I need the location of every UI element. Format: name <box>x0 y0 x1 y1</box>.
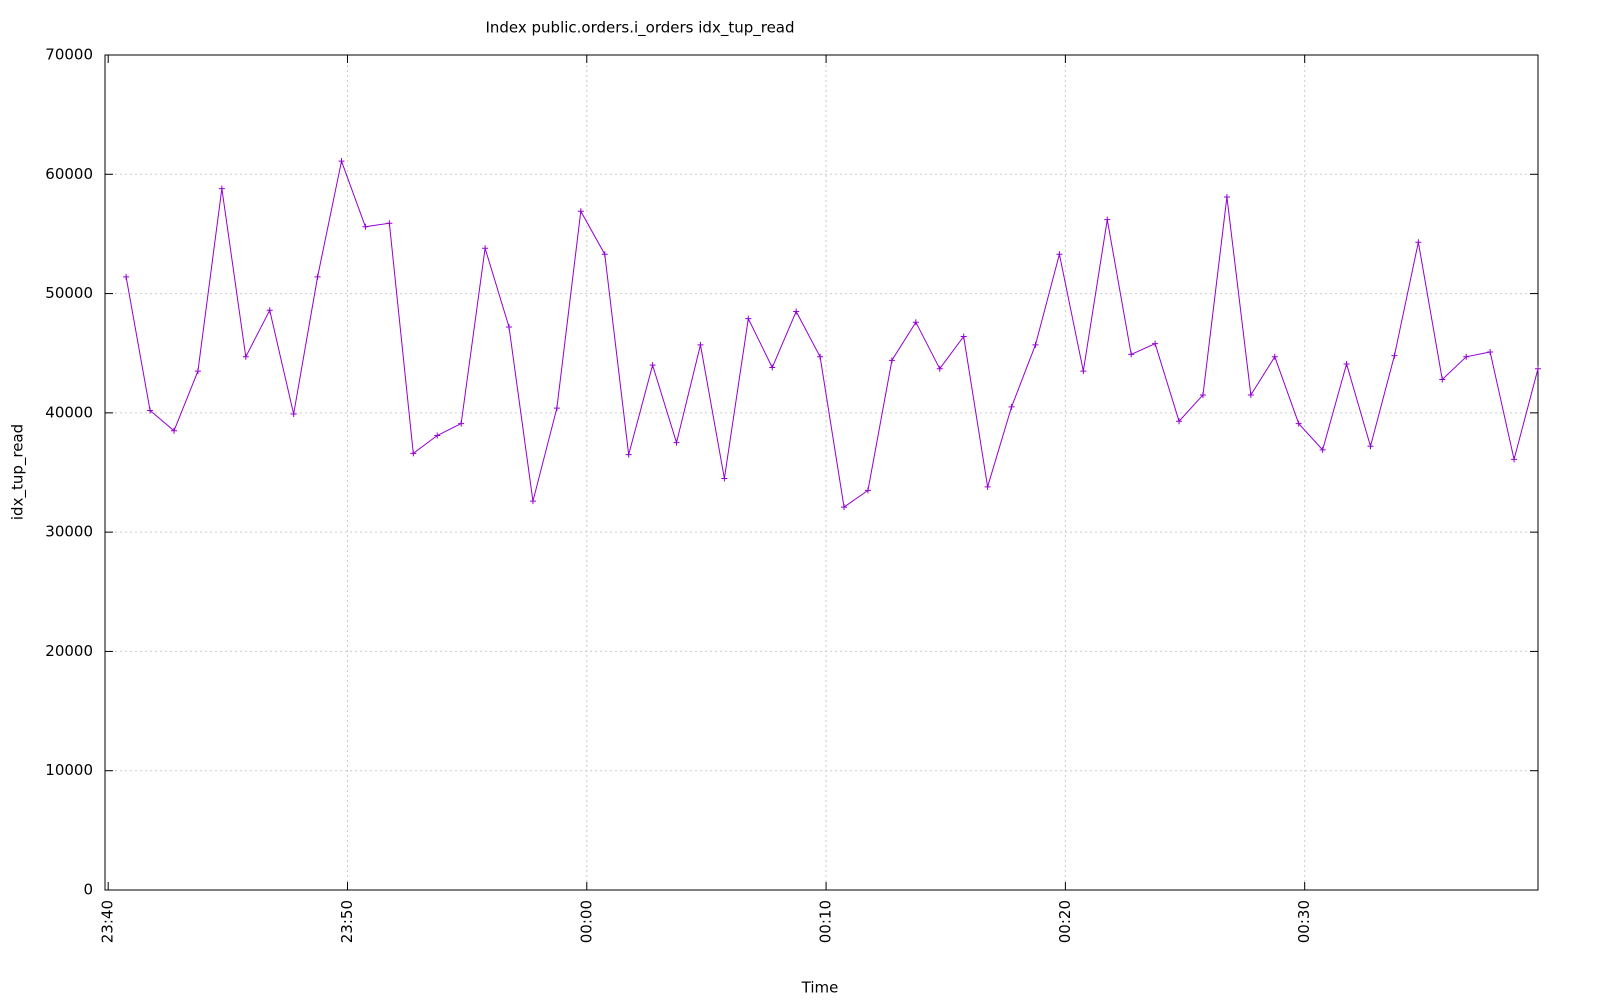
y-tick-label: 40000 <box>45 403 93 421</box>
data-point <box>170 427 177 434</box>
data-point <box>290 411 297 418</box>
data-point <box>1104 216 1111 223</box>
x-tick-label: 00:20 <box>1056 900 1074 943</box>
data-point <box>1319 446 1326 453</box>
data-point <box>960 333 967 340</box>
x-tick-label: 00:10 <box>817 900 835 943</box>
data-point <box>1199 391 1206 398</box>
data-point <box>506 323 513 330</box>
data-point <box>864 487 871 494</box>
y-tick-label: 70000 <box>45 46 93 64</box>
data-point <box>458 420 465 427</box>
data-point <box>841 504 848 511</box>
x-tick-label: 23:40 <box>99 900 117 943</box>
data-point <box>769 364 776 371</box>
data-point <box>1439 376 1446 383</box>
data-point <box>1032 341 1039 348</box>
data-point <box>817 353 824 360</box>
data-point <box>147 407 154 414</box>
data-point <box>577 208 584 215</box>
data-point <box>697 341 704 348</box>
data-point <box>1128 351 1135 358</box>
y-tick-label: 30000 <box>45 523 93 541</box>
data-point <box>1487 349 1494 356</box>
y-tick-label: 0 <box>83 881 93 899</box>
data-point <box>529 498 536 505</box>
data-point <box>218 185 225 192</box>
data-point <box>1008 403 1015 410</box>
data-point <box>625 451 632 458</box>
data-point <box>410 450 417 457</box>
data-point <box>673 439 680 446</box>
x-axis-label: Time <box>801 979 839 997</box>
data-point <box>1152 340 1159 347</box>
data-point <box>482 245 489 252</box>
data-point <box>912 319 919 326</box>
data-point <box>745 315 752 322</box>
data-line <box>125 159 1539 508</box>
data-point <box>242 353 249 360</box>
data-point <box>721 475 728 482</box>
chart-title: Index public.orders.i_orders idx_tup_rea… <box>485 19 794 38</box>
y-tick-label: 10000 <box>45 761 93 779</box>
data-point <box>1463 353 1470 360</box>
data-point <box>1247 391 1254 398</box>
data-point <box>1535 365 1541 372</box>
data-point <box>1391 352 1398 359</box>
data-point <box>266 307 273 314</box>
data-point <box>1271 353 1278 360</box>
x-tick-label: 23:50 <box>338 900 356 943</box>
data-point <box>362 223 369 230</box>
data-point <box>1343 360 1350 367</box>
x-tick-label: 00:00 <box>577 900 595 943</box>
data-point <box>314 273 321 280</box>
data-point <box>1367 443 1374 450</box>
data-point <box>984 483 991 490</box>
y-tick-label: 50000 <box>45 284 93 302</box>
data-point <box>1511 456 1518 463</box>
x-tick-label: 00:30 <box>1295 900 1313 943</box>
data-point <box>386 220 393 227</box>
data-point <box>888 357 895 364</box>
data-point <box>936 365 943 372</box>
data-point <box>1295 420 1302 427</box>
plot-frame <box>104 54 1539 891</box>
data-point <box>793 308 800 315</box>
y-tick-label: 20000 <box>45 642 93 660</box>
data-point <box>1415 239 1422 246</box>
data-point <box>1176 418 1183 425</box>
data-point <box>434 432 441 439</box>
data-point <box>1080 368 1087 375</box>
data-point <box>553 405 560 412</box>
data-point <box>649 362 656 369</box>
data-point <box>338 158 345 165</box>
data-point <box>123 273 130 280</box>
data-point <box>194 368 201 375</box>
y-axis-label: idx_tup_read <box>9 424 28 520</box>
data-point <box>1223 193 1230 200</box>
y-tick-label: 60000 <box>45 165 93 183</box>
data-point <box>601 251 608 258</box>
data-point <box>1056 251 1063 258</box>
